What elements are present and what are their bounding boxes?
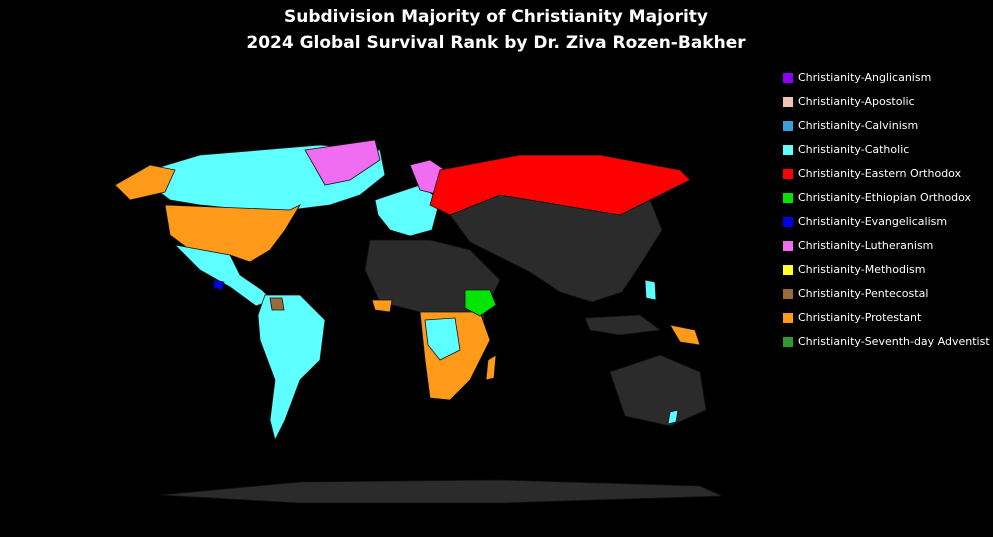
usa <box>164 204 302 263</box>
legend-swatch <box>783 289 793 299</box>
papua <box>669 324 701 346</box>
legend-label: Christianity-Ethiopian Orthodox <box>798 191 972 204</box>
legend-label: Christianity-Methodism <box>798 263 925 276</box>
indonesia <box>584 314 662 336</box>
legend-swatch <box>783 73 793 83</box>
legend-swatch <box>783 217 793 227</box>
central-africa <box>424 317 461 361</box>
ethiopia <box>464 289 497 317</box>
new-zealand <box>667 409 679 425</box>
title-line: 2024 Global Survival Rank by Dr. Ziva Ro… <box>246 33 746 53</box>
legend-label: Christianity-Protestant <box>798 311 922 324</box>
legend-swatch <box>783 193 793 203</box>
legend-label: Christianity-Seventh-day Adventist <box>798 335 990 348</box>
russia <box>429 154 691 216</box>
alaska <box>114 164 176 201</box>
guatemala <box>213 279 225 291</box>
legend-label: Christianity-Apostolic <box>798 95 915 108</box>
south-america <box>257 294 326 442</box>
legend-swatch <box>783 145 793 155</box>
legend-swatch <box>783 265 793 275</box>
legend-swatch <box>783 313 793 323</box>
legend: Christianity-Anglicanism Christianity-Apo… <box>783 71 990 348</box>
greenland <box>304 139 381 186</box>
legend-label: Christianity-Eastern Orthodox <box>798 167 962 180</box>
legend-label: Christianity-Calvinism <box>798 119 918 132</box>
legend-label: Christianity-Lutheranism <box>798 239 933 252</box>
madagascar <box>485 354 497 381</box>
west-africa <box>371 299 393 313</box>
legend-swatch <box>783 97 793 107</box>
legend-swatch <box>783 241 793 251</box>
legend-swatch <box>783 337 793 347</box>
legend-label: Christianity-Pentecostal <box>798 287 928 300</box>
legend-swatch <box>783 169 793 179</box>
australia <box>609 354 707 427</box>
guyana <box>269 297 285 311</box>
philippines <box>644 279 657 301</box>
antarctica <box>159 479 723 504</box>
legend-label: Christianity-Anglicanism <box>798 71 931 84</box>
world-map <box>114 139 723 504</box>
legend-swatch <box>783 121 793 131</box>
title-line: Subdivision Majority of Christianity Maj… <box>284 7 708 27</box>
legend-label: Christianity-Evangelicalism <box>798 215 947 228</box>
legend-label: Christianity-Catholic <box>798 143 909 156</box>
